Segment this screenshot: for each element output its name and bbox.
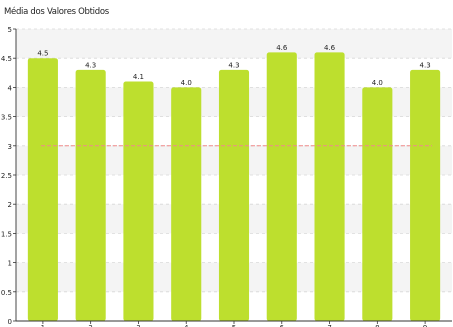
- bar: [362, 87, 393, 322]
- y-axis-ticks: 0 0.5 1 1.5 2 2.5 3 3.5 4 4.5 5: [1, 26, 16, 326]
- y-tick-label: 2: [8, 201, 12, 209]
- y-tick-label: 4: [8, 84, 13, 92]
- data-label: 4.1: [133, 73, 144, 81]
- data-label: 4.6: [324, 44, 336, 52]
- data-label: 4.0: [372, 79, 383, 87]
- x-tick-label: 4: [184, 324, 189, 327]
- y-tick-label: 0: [8, 318, 12, 326]
- data-label: 4.3: [85, 61, 96, 69]
- x-axis-ticks: 1 2 3 4 5 6 7 8 9: [41, 321, 427, 327]
- x-tick-label: 7: [327, 324, 331, 327]
- y-tick-label: 0.5: [1, 289, 12, 297]
- plot-band: [16, 29, 452, 59]
- bar: [27, 58, 58, 321]
- x-tick-label: 8: [375, 324, 379, 327]
- y-tick-label: 1: [8, 260, 12, 268]
- x-tick-label: 5: [232, 324, 236, 327]
- data-label: 4.6: [276, 44, 288, 52]
- y-tick-label: 2.5: [1, 172, 12, 180]
- x-tick-label: 1: [41, 324, 45, 327]
- bars: [27, 52, 441, 322]
- bar: [171, 87, 202, 322]
- bar: [410, 69, 441, 321]
- y-tick-label: 1.5: [1, 230, 12, 238]
- bar: [123, 81, 154, 321]
- bar: [75, 69, 106, 321]
- x-tick-label: 9: [423, 324, 427, 327]
- bar: [266, 52, 297, 322]
- x-tick-label: 2: [88, 324, 92, 327]
- data-label: 4.3: [420, 61, 431, 69]
- data-labels: 4.5 4.3 4.1 4.0 4.3 4.6 4.6 4.0 4.3: [37, 44, 430, 87]
- data-label: 4.3: [228, 61, 239, 69]
- y-tick-label: 5: [8, 26, 12, 34]
- y-tick-label: 3: [8, 143, 12, 151]
- y-tick-label: 3.5: [1, 114, 12, 122]
- chart-title: Média dos Valores Obtidos: [4, 7, 109, 17]
- x-tick-label: 6: [280, 324, 285, 327]
- axes: [15, 29, 452, 322]
- y-tick-label: 4.5: [1, 55, 12, 63]
- data-label: 4.0: [181, 79, 192, 87]
- bar: [218, 69, 250, 321]
- bar: [314, 52, 345, 322]
- data-label: 4.5: [37, 50, 48, 58]
- x-tick-label: 3: [136, 324, 140, 327]
